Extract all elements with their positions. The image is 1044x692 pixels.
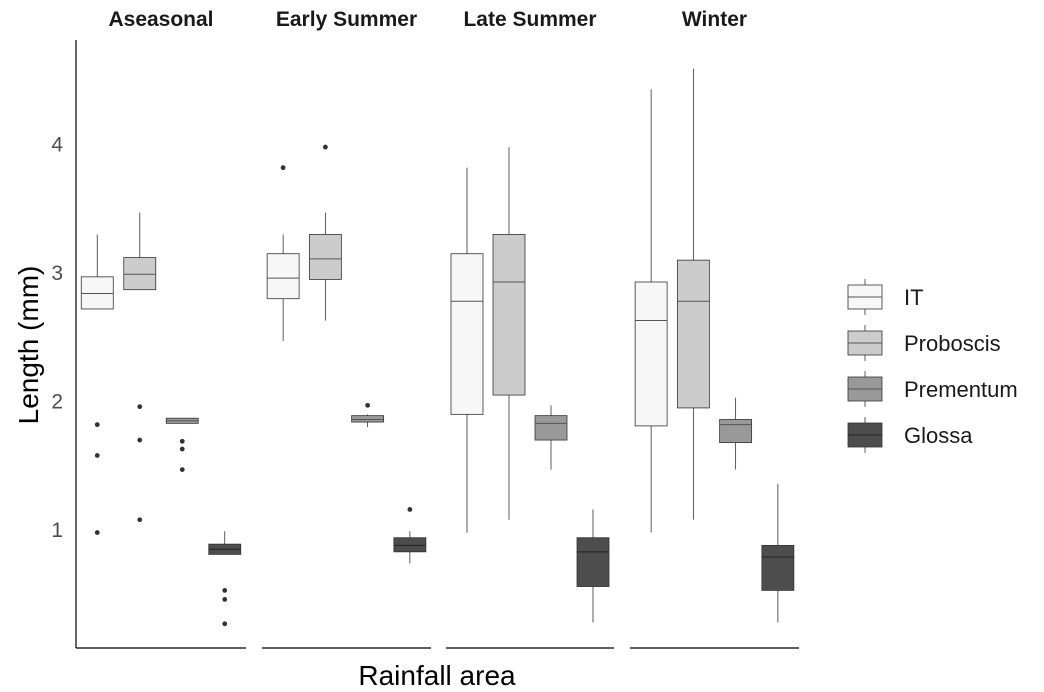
outlier-point bbox=[94, 422, 100, 428]
outlier-point bbox=[222, 596, 228, 602]
box-body bbox=[634, 281, 668, 427]
box-body bbox=[80, 276, 114, 310]
box-body bbox=[351, 415, 385, 423]
facet-title: Aseasonal bbox=[108, 8, 213, 31]
outlier-point bbox=[94, 530, 100, 535]
box bbox=[719, 397, 753, 470]
x-axis-title: Rainfall area bbox=[358, 660, 516, 691]
box bbox=[393, 507, 427, 564]
y-tick-label: 2 bbox=[51, 391, 63, 414]
box-body bbox=[450, 253, 484, 415]
legend-label: Prementum bbox=[904, 377, 1018, 402]
box-body bbox=[576, 537, 610, 587]
legend-item: Proboscis bbox=[847, 325, 1001, 361]
legend-label: IT bbox=[904, 285, 924, 310]
outlier-point bbox=[222, 621, 228, 627]
outlier-point bbox=[322, 144, 328, 150]
y-axis-title: Length (mm) bbox=[13, 266, 44, 425]
facet-panel: Late Summer bbox=[446, 8, 614, 649]
box bbox=[123, 212, 157, 523]
legend: IT Proboscis Prementum Glossa bbox=[847, 279, 1018, 453]
box bbox=[308, 144, 342, 321]
facet-title: Late Summer bbox=[463, 8, 596, 31]
box-body bbox=[393, 537, 427, 553]
facet-panel: Aseasonal bbox=[76, 8, 246, 649]
y-axis: 1 2 3 4 bbox=[51, 40, 77, 648]
facet-title: Winter bbox=[682, 8, 747, 31]
box bbox=[266, 165, 300, 342]
y-tick-label: 4 bbox=[51, 134, 63, 157]
outlier-point bbox=[137, 517, 143, 523]
facet-panel: Early Summer bbox=[262, 8, 431, 649]
box-body bbox=[266, 253, 300, 300]
outlier-point bbox=[365, 402, 371, 408]
box bbox=[761, 483, 795, 623]
outlier-point bbox=[179, 467, 185, 473]
box-body bbox=[534, 415, 568, 441]
box bbox=[576, 509, 610, 623]
box bbox=[492, 147, 526, 520]
legend-item: IT bbox=[847, 279, 924, 315]
box-body bbox=[719, 419, 753, 444]
outlier-point bbox=[407, 507, 413, 512]
box-body bbox=[308, 234, 342, 280]
outlier-point bbox=[137, 404, 143, 410]
box bbox=[450, 167, 484, 533]
outlier-point bbox=[280, 165, 286, 171]
legend-label: Glossa bbox=[904, 423, 973, 448]
box-body bbox=[123, 257, 157, 291]
box bbox=[634, 89, 668, 533]
outlier-point bbox=[222, 587, 228, 593]
facet-title: Early Summer bbox=[276, 8, 417, 31]
outlier-point bbox=[179, 438, 185, 444]
box bbox=[208, 531, 242, 627]
box bbox=[676, 68, 710, 520]
box bbox=[80, 234, 114, 535]
outlier-point bbox=[179, 446, 185, 452]
box-body bbox=[761, 545, 795, 591]
legend-item: Prementum bbox=[847, 371, 1018, 407]
facet-panel: Winter bbox=[630, 8, 799, 649]
y-tick-label: 3 bbox=[51, 262, 63, 285]
box bbox=[351, 402, 385, 428]
legend-item: Glossa bbox=[847, 417, 973, 453]
y-tick-label: 1 bbox=[51, 519, 63, 542]
box-body bbox=[492, 234, 526, 396]
box-body bbox=[676, 259, 710, 409]
legend-label: Proboscis bbox=[904, 331, 1001, 356]
box bbox=[534, 405, 568, 470]
box bbox=[165, 417, 199, 473]
facet-panels: Aseasonal Early Summer Late Summer Winter bbox=[76, 8, 799, 649]
outlier-point bbox=[137, 437, 143, 443]
outlier-point bbox=[94, 453, 100, 458]
